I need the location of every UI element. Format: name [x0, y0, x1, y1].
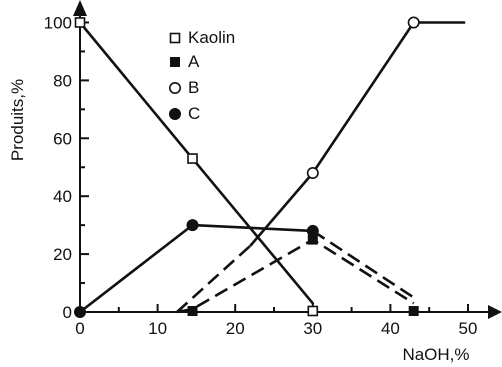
y-tick-label-20: 20: [53, 245, 72, 264]
legend-item-b: B: [169, 78, 199, 97]
x-tick-label-0: 0: [75, 319, 84, 338]
y-tick-label-80: 80: [53, 71, 72, 90]
legend-label-b: B: [188, 78, 199, 97]
y-tick-label-60: 60: [53, 129, 72, 148]
legend-item-kaolin: Kaolin: [169, 28, 235, 47]
y-axis-title: Produits,%: [8, 79, 27, 161]
series-line-a: [176, 238, 415, 314]
data-point-c-0: [74, 306, 86, 318]
legend-symbol-b: [169, 82, 182, 95]
data-point-kaolin-0: [74, 17, 86, 28]
legend-marker-a: [170, 57, 180, 67]
data-point-kaolin-1: [187, 153, 198, 164]
series-lines: [78, 21, 466, 314]
y-axis-arrow-icon: [73, 0, 87, 16]
legend-marker-kaolin: [169, 32, 181, 44]
x-axis-arrow-icon: [488, 305, 502, 319]
x-axis-title: NaOH,%: [402, 345, 469, 364]
legend-item-c: C: [169, 104, 200, 123]
y-tick-label-40: 40: [53, 187, 72, 206]
series-line-c-dashed: [312, 229, 415, 299]
y-ticks: 0 20 40 60 80 100: [44, 13, 89, 322]
y-tick-label-0: 0: [63, 303, 72, 322]
data-point-kaolin-2: [307, 305, 319, 317]
series-line-b-solid: [249, 21, 466, 247]
x-tick-label-50: 50: [459, 319, 478, 338]
legend-symbol-kaolin: [169, 32, 181, 44]
x-tick-label-10: 10: [148, 319, 167, 338]
y-tick-label-100: 100: [44, 13, 72, 32]
legend-label-kaolin: Kaolin: [188, 28, 235, 47]
data-point-c-1: [186, 219, 199, 232]
x-tick-label-30: 30: [303, 319, 322, 338]
axes: [73, 0, 502, 319]
series-line-c-solid: [78, 223, 315, 314]
legend-symbol-a: [170, 57, 180, 67]
legend-marker-c: [169, 108, 181, 120]
legend-label-a: A: [188, 52, 200, 71]
data-point-c-2: [306, 224, 319, 237]
data-point-b-1: [407, 16, 420, 29]
legend-item-a: A: [170, 52, 200, 71]
data-point-b-0: [306, 167, 319, 180]
legend-label-c: C: [188, 104, 200, 123]
x-tick-label-20: 20: [226, 319, 245, 338]
data-point-a-2: [408, 306, 419, 316]
series-line-b-dashed: [176, 244, 252, 313]
legend-marker-b: [169, 82, 182, 95]
x-tick-label-40: 40: [381, 319, 400, 338]
legend-symbol-c: [169, 108, 181, 120]
series-markers: [74, 16, 420, 318]
legend: Kaolin A B C: [169, 28, 235, 123]
data-point-a-0: [187, 306, 198, 316]
